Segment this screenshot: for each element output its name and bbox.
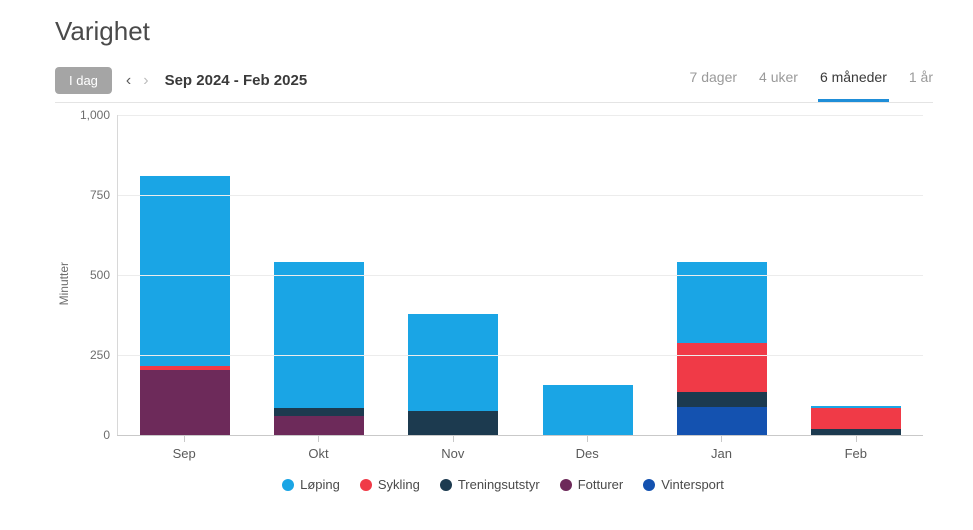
- gridline: [118, 115, 923, 116]
- bar-segment-treningsutstyr[interactable]: [274, 408, 364, 416]
- legend-item[interactable]: Sykling: [360, 477, 420, 492]
- x-tick-label: Jan: [654, 436, 788, 461]
- legend-swatch-icon: [643, 479, 655, 491]
- plot-area: 02505007501,000: [117, 115, 923, 435]
- gridline: [118, 355, 923, 356]
- stacked-bar[interactable]: [274, 200, 364, 435]
- x-tick-label: Des: [520, 436, 654, 461]
- range-tab[interactable]: 7 dager: [690, 69, 737, 93]
- bar-segment-loping[interactable]: [274, 262, 364, 408]
- stacked-bar[interactable]: [811, 339, 901, 435]
- y-tick-label: 750: [90, 188, 118, 202]
- prev-arrow-icon[interactable]: ‹: [120, 68, 137, 94]
- legend-swatch-icon: [560, 479, 572, 491]
- bar-segment-fotturer[interactable]: [140, 370, 230, 435]
- legend-item[interactable]: Fotturer: [560, 477, 624, 492]
- legend-item[interactable]: Løping: [282, 477, 340, 492]
- range-tabs: 7 dager 4 uker 6 måneder 1 år: [668, 69, 933, 93]
- chart-legend: Løping Sykling Treningsutstyr Fotturer Vinte…: [73, 477, 933, 492]
- range-tab[interactable]: 4 uker: [759, 69, 798, 93]
- y-tick-label: 0: [103, 428, 118, 442]
- chart-toolbar: I dag ‹ › Sep 2024 - Feb 2025 7 dager 4 u…: [55, 67, 933, 103]
- bar-segment-sykling[interactable]: [677, 343, 767, 391]
- bar-segment-loping[interactable]: [140, 176, 230, 366]
- legend-label: Sykling: [378, 477, 420, 492]
- stacked-bar[interactable]: [140, 147, 230, 435]
- legend-swatch-icon: [440, 479, 452, 491]
- legend-label: Treningsutstyr: [458, 477, 540, 492]
- bar-segment-sykling[interactable]: [811, 408, 901, 429]
- legend-label: Fotturer: [578, 477, 624, 492]
- bar-segment-treningsutstyr[interactable]: [677, 392, 767, 407]
- next-arrow-icon[interactable]: ›: [137, 68, 154, 94]
- y-tick-label: 250: [90, 348, 118, 362]
- legend-label: Vintersport: [661, 477, 724, 492]
- stacked-bar[interactable]: [677, 200, 767, 435]
- legend-label: Løping: [300, 477, 340, 492]
- stacked-bar[interactable]: [408, 238, 498, 435]
- bar-segment-loping[interactable]: [543, 385, 633, 435]
- stacked-bar[interactable]: [543, 309, 633, 435]
- legend-item[interactable]: Treningsutstyr: [440, 477, 540, 492]
- y-tick-label: 500: [90, 268, 118, 282]
- bar-segment-treningsutstyr[interactable]: [408, 411, 498, 435]
- x-tick-label: Feb: [789, 436, 923, 461]
- y-axis-label: Minutter: [55, 262, 73, 305]
- x-tick-label: Nov: [386, 436, 520, 461]
- bar-segment-loping[interactable]: [408, 314, 498, 411]
- range-tab[interactable]: 1 år: [909, 69, 933, 93]
- gridline: [118, 195, 923, 196]
- legend-swatch-icon: [282, 479, 294, 491]
- legend-item[interactable]: Vintersport: [643, 477, 724, 492]
- bar-segment-fotturer[interactable]: [274, 416, 364, 435]
- x-tick-label: Sep: [117, 436, 251, 461]
- legend-swatch-icon: [360, 479, 372, 491]
- x-axis: SepOktNovDesJanFeb: [117, 435, 923, 461]
- y-tick-label: 1,000: [80, 108, 118, 122]
- bar-segment-vintersport[interactable]: [677, 407, 767, 435]
- duration-chart: 02505007501,000 SepOktNovDesJanFeb Løpin…: [73, 115, 933, 492]
- date-range-label: Sep 2024 - Feb 2025: [165, 72, 308, 89]
- range-tab[interactable]: 6 måneder: [820, 69, 887, 93]
- page-title: Varighet: [55, 16, 933, 47]
- today-button[interactable]: I dag: [55, 67, 112, 94]
- gridline: [118, 275, 923, 276]
- x-tick-label: Okt: [251, 436, 385, 461]
